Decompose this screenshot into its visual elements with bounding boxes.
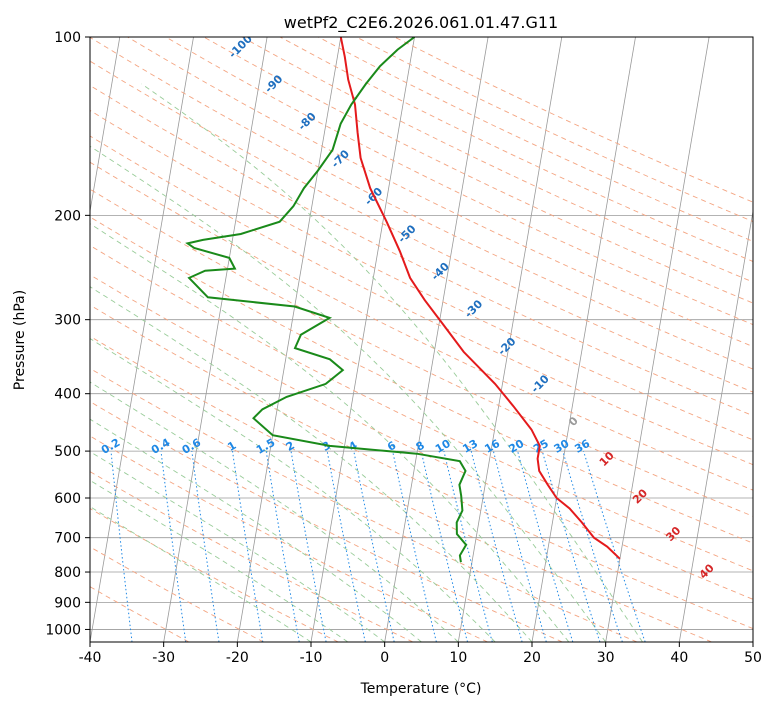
isotherm-line: [384, 37, 489, 642]
x-tick-label: 10: [449, 650, 467, 666]
mixing-ratio-line: [353, 451, 395, 642]
background-lines: [90, 37, 753, 642]
y-tick-label: 400: [54, 387, 81, 403]
dry-adiabat-line: [90, 135, 753, 466]
mixing-ratio-line: [541, 450, 601, 642]
y-axis-label: Pressure (hPa): [12, 290, 28, 390]
isotherm-line: [90, 37, 121, 214]
moist-adiabat-line: [90, 381, 459, 642]
y-tick-label: 200: [54, 208, 81, 224]
y-tick-label: 300: [54, 313, 81, 329]
dry-adiabat-line: [90, 367, 638, 642]
mixing-ratio-line: [470, 450, 523, 642]
isotherm-line: [236, 37, 342, 642]
x-tick-label: -30: [152, 650, 175, 666]
mixing-ratio-line: [443, 450, 493, 642]
dry-adiabat-line: [90, 304, 753, 630]
y-tick-label: 800: [54, 565, 81, 581]
moist-adiabat-line: [90, 479, 349, 642]
x-tick-label: -10: [300, 650, 323, 666]
y-tick-label: 500: [54, 444, 81, 460]
mixing-ratio-line: [562, 450, 623, 642]
moist-adiabat-line: [90, 451, 385, 642]
dry-adiabat-line: [90, 60, 753, 393]
dry-adiabat-line: [126, 37, 753, 348]
dry-adiabat-line: [90, 216, 753, 544]
dry-adiabat-line: [90, 507, 339, 642]
x-tick-label: 50: [744, 650, 762, 666]
axes: -40 -30 -20 -10 0 10 20 30 40 50 1000 900 800 700 600 5…: [45, 30, 762, 666]
temperature-profile-line: [339, 37, 621, 560]
x-axis-label: Temperature (°C): [360, 681, 482, 697]
y-tick-label: 1000: [45, 622, 81, 638]
mixing-ratio-line: [517, 450, 574, 642]
y-tick-label: 700: [54, 531, 81, 547]
mixing-ratio-line: [290, 451, 327, 642]
y-tick-label: 100: [54, 30, 81, 46]
y-tick-label: 900: [54, 595, 81, 611]
moist-adiabat-line: [90, 223, 570, 642]
moist-adiabat-line: [90, 286, 533, 642]
isotherm-line: [457, 37, 563, 642]
dry-adiabat-line: [90, 188, 753, 517]
y-tick-label: 600: [54, 491, 81, 507]
mixing-ratio-line: [392, 450, 437, 642]
isotherm-line: [531, 37, 636, 642]
mixing-ratio-line: [160, 451, 187, 642]
moist-adiabat-line: [90, 145, 607, 642]
mixing-ratio-line: [492, 450, 547, 642]
dry-adiabat-line: [240, 37, 753, 283]
isotherm-line: [605, 37, 710, 642]
dry-adiabat-line: [90, 335, 712, 642]
isotherm-line: [163, 37, 268, 642]
dry-adiabat-line: [90, 84, 753, 417]
data-lines: [185, 37, 621, 563]
dry-adiabat-line: [202, 37, 753, 304]
moist-adiabat-line: [90, 506, 312, 642]
mixing-ratio-line: [326, 451, 366, 642]
dry-adiabat-line: [90, 435, 488, 642]
mixing-ratio-line: [583, 450, 646, 642]
dry-adiabat-line: [90, 401, 563, 642]
x-tick-label: 40: [670, 650, 688, 666]
dewpoint-profile-line: [185, 37, 468, 563]
moist-adiabat-line: [90, 338, 496, 642]
isotherm-line: [90, 37, 194, 642]
x-tick-label: -20: [226, 650, 249, 666]
isotherm-line: [678, 208, 753, 642]
x-tick-label: 20: [523, 650, 541, 666]
x-tick-label: -40: [79, 650, 102, 666]
dry-adiabat-line: [90, 546, 264, 642]
moist-adiabat-line: [90, 418, 422, 642]
chart-title: wetPf2_C2E6.2026.061.01.47.G11: [284, 13, 558, 33]
mixing-ratio-line: [420, 450, 468, 642]
x-tick-label: 0: [380, 650, 389, 666]
mixing-ratio-line: [110, 451, 133, 642]
plot-frame: [89, 36, 754, 643]
moist-adiabat-line: [141, 83, 643, 642]
mixing-ratio-line: [191, 451, 220, 642]
x-tick-label: 30: [597, 650, 615, 666]
